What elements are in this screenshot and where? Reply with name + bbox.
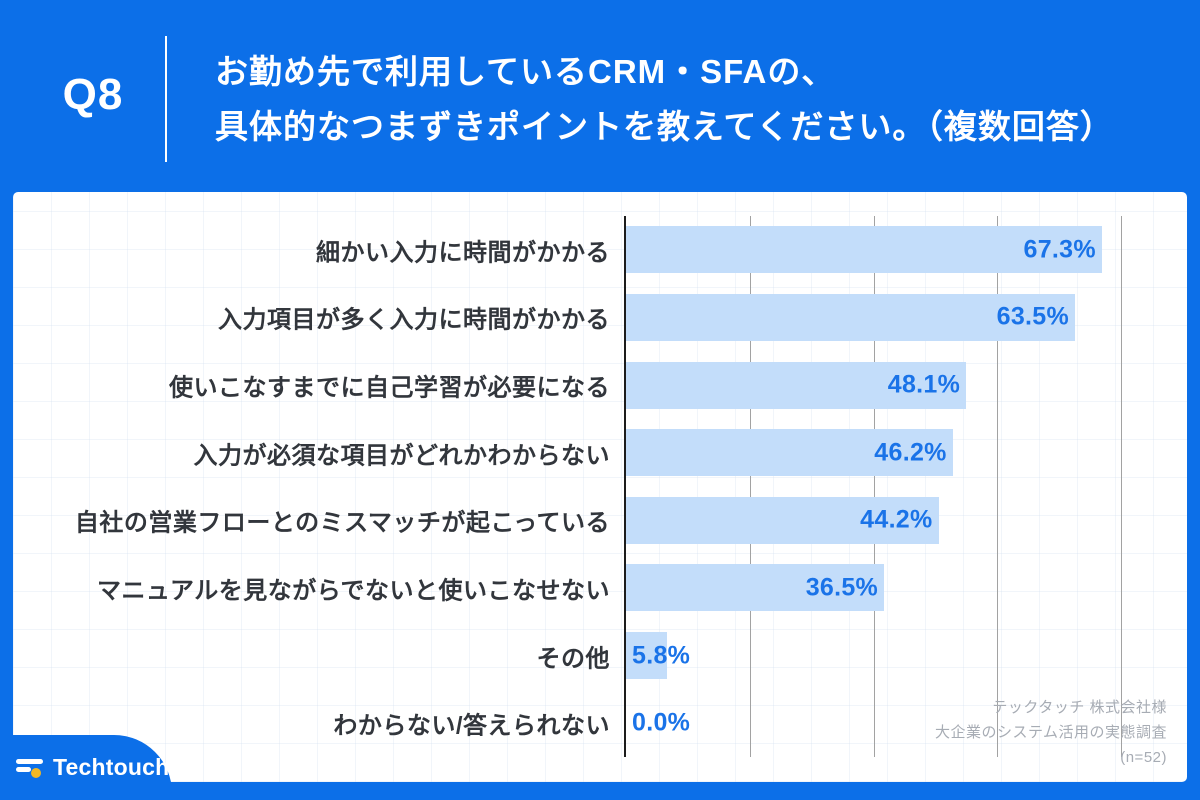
bar-row-5: 自社の営業フローとのミスマッチが起こっている 44.2% bbox=[13, 487, 1187, 555]
category-label: 使いこなすまでに自己学習が必要になる bbox=[169, 374, 610, 402]
question-title-line2: 具体的なつまずきポイントを教えてください。（複数回答） bbox=[215, 108, 1114, 145]
gridline-17.5pct bbox=[749, 216, 751, 757]
category-label: マニュアルを見ながらでないと使いこなせない bbox=[96, 577, 610, 605]
bar-row-4: 入力が必須な項目がどれかわからない 46.2% bbox=[13, 419, 1187, 487]
category-label: 細かい入力に時間がかかる bbox=[316, 239, 610, 267]
bar bbox=[626, 293, 1076, 341]
source-line-3: (n=52) bbox=[1120, 749, 1167, 766]
bar-row-1: 細かい入力に時間がかかる 67.3% bbox=[13, 216, 1187, 284]
bar-row-7: その他 5.8% bbox=[13, 622, 1187, 690]
question-number: Q8 bbox=[62, 70, 124, 119]
logo-container: Techtouch bbox=[0, 735, 172, 800]
bar bbox=[626, 632, 667, 680]
techtouch-logo-text: Techtouch bbox=[53, 754, 170, 780]
bar bbox=[626, 429, 953, 477]
source-line-2: 大企業のシステム活用の実態調査 bbox=[934, 724, 1167, 741]
header: Q8 お勤め先で利用しているCRM・SFAの、 具体的なつまずきポイントを教えて… bbox=[0, 0, 1200, 192]
category-label: その他 bbox=[536, 645, 610, 673]
value-label: 67.3% bbox=[1023, 235, 1096, 264]
bar-row-6: マニュアルを見ながらでないと使いこなせない 36.5% bbox=[13, 554, 1187, 622]
bar bbox=[626, 564, 885, 612]
value-label: 48.1% bbox=[887, 370, 961, 399]
bar-row-2: 入力項目が多く入力に時間がかかる 63.5% bbox=[13, 284, 1187, 352]
source-line-1: テックタッチ 株式会社様 bbox=[992, 699, 1167, 716]
category-label: わからない/答えられない bbox=[333, 712, 610, 740]
bar bbox=[626, 496, 939, 544]
value-label: 0.0% bbox=[632, 708, 691, 737]
bar bbox=[626, 226, 1102, 274]
y-axis-line bbox=[624, 216, 626, 757]
bar-row-3: 使いこなすまでに自己学習が必要になる 48.1% bbox=[13, 351, 1187, 419]
header-divider bbox=[165, 36, 167, 162]
gridline-52.5pct bbox=[997, 216, 999, 757]
value-label: 5.8% bbox=[632, 641, 691, 670]
bar-row-8: わからない/答えられない 0.0% bbox=[13, 689, 1187, 757]
gridline-35pct bbox=[873, 216, 875, 757]
question-title: お勤め先で利用しているCRM・SFAの、 具体的なつまずきポイントを教えてくださ… bbox=[215, 44, 1114, 154]
chart-card: 細かい入力に時間がかかる 67.3% 入力項目が多く入力に時間がかかる 63.5% 使い… bbox=[13, 192, 1187, 782]
value-label: 63.5% bbox=[996, 302, 1070, 331]
value-label: 36.5% bbox=[805, 573, 879, 602]
source-note: テックタッチ 株式会社様 大企業のシステム活用の実態調査 (n=52) bbox=[935, 695, 1167, 770]
bar-chart: 細かい入力に時間がかかる 67.3% 入力項目が多く入力に時間がかかる 63.5% 使い… bbox=[13, 192, 1187, 782]
category-label: 入力項目が多く入力に時間がかかる bbox=[218, 306, 610, 334]
gridline-70pct bbox=[1121, 216, 1122, 757]
question-title-line1: お勤め先で利用しているCRM・SFAの、 bbox=[215, 53, 836, 90]
value-label: 46.2% bbox=[874, 438, 947, 467]
category-label: 入力が必須な項目がどれかわからない bbox=[193, 442, 610, 470]
category-label: 自社の営業フローとのミスマッチが起こっている bbox=[74, 509, 610, 537]
bar bbox=[626, 361, 967, 409]
value-label: 44.2% bbox=[860, 505, 933, 534]
techtouch-logo-icon bbox=[16, 756, 46, 780]
